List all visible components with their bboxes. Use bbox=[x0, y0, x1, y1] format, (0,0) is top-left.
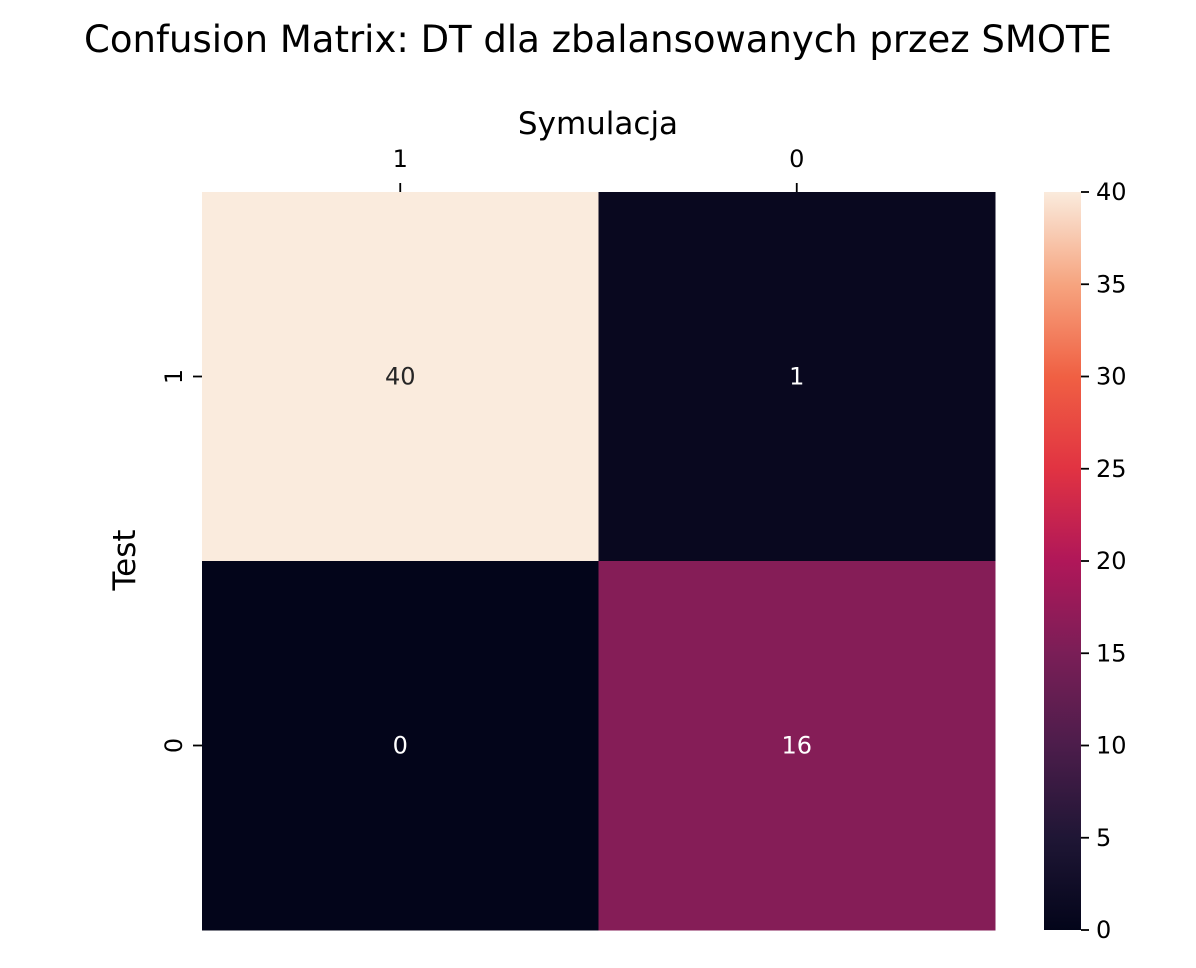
cell-value-label: 0 bbox=[393, 732, 408, 760]
x-axis-label: Symulacja bbox=[518, 106, 678, 142]
y-tick-label: 1 bbox=[160, 369, 188, 384]
colorbar bbox=[1044, 192, 1081, 930]
colorbar-tick-label: 20 bbox=[1096, 547, 1127, 575]
colorbar-tick-label: 5 bbox=[1096, 824, 1111, 852]
y-axis-ticks: 10 bbox=[160, 369, 202, 753]
colorbar-tick-label: 30 bbox=[1096, 363, 1127, 391]
heatmap-cell-labels: 40 1 0 16 bbox=[385, 363, 812, 760]
cell-value-label: 16 bbox=[781, 732, 812, 760]
chart-title: Confusion Matrix: DT dla zbalansowanych … bbox=[84, 18, 1112, 61]
colorbar-tick-label: 35 bbox=[1096, 270, 1127, 298]
y-tick-label: 0 bbox=[160, 738, 188, 753]
x-tick-label: 0 bbox=[789, 145, 804, 173]
colorbar-tick-label: 15 bbox=[1096, 639, 1127, 667]
heatmap-cell bbox=[202, 561, 599, 931]
colorbar-ticks: 0 5 10 15 20 25 30 35 40 bbox=[1081, 178, 1127, 944]
colorbar-tick-label: 40 bbox=[1096, 178, 1127, 206]
cell-value-label: 40 bbox=[385, 363, 416, 391]
heatmap-cells bbox=[202, 192, 996, 931]
colorbar-tick-label: 0 bbox=[1096, 916, 1111, 944]
heatmap-cell bbox=[202, 192, 599, 562]
colorbar-tick-label: 10 bbox=[1096, 732, 1127, 760]
heatmap-cell bbox=[598, 561, 996, 931]
y-axis-label: Test bbox=[107, 529, 143, 591]
heatmap-cell bbox=[598, 192, 996, 562]
x-tick-label: 1 bbox=[393, 145, 408, 173]
cell-value-label: 1 bbox=[789, 363, 804, 391]
colorbar-tick-label: 25 bbox=[1096, 455, 1127, 483]
